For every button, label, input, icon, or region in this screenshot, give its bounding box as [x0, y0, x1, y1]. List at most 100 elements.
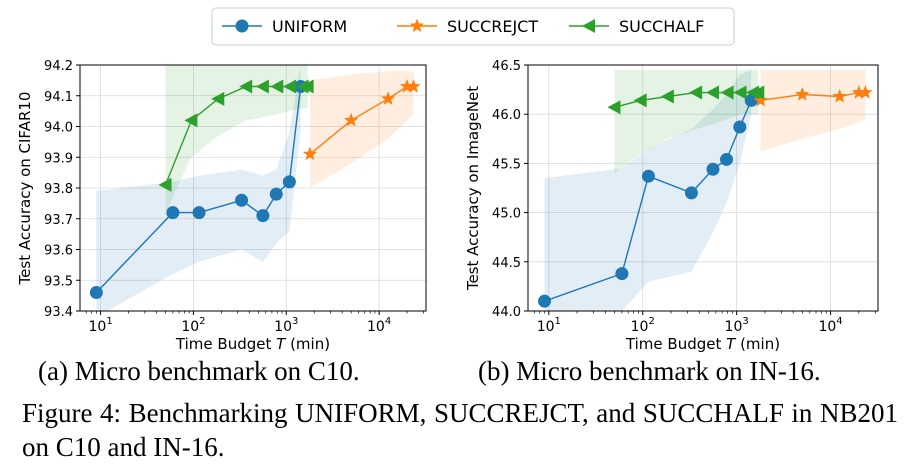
x-tick-base: 10	[537, 319, 555, 335]
x-tick-label: 101	[537, 316, 561, 335]
x-tick-exponent: 1	[555, 316, 561, 327]
subcaption-b: (b) Micro benchmark on IN-16.	[478, 356, 821, 386]
legend-entry-succrejct: SUCCREJCT	[397, 17, 538, 36]
y-tick-label: 94.0	[44, 121, 73, 136]
legend-label-succrejct: SUCCREJCT	[447, 17, 538, 36]
data-point-uniform	[269, 187, 283, 201]
y-tick-label: 93.8	[44, 182, 73, 197]
y-axis-label: Test Accuracy on ImageNet	[464, 86, 482, 291]
y-tick-label: 44.0	[492, 305, 521, 320]
y-tick-label: 46.0	[492, 108, 521, 123]
x-tick-label: 102	[181, 316, 205, 335]
x-tick-exponent: 2	[648, 316, 654, 327]
data-point-succhalf	[270, 79, 284, 94]
data-point-succrejct	[302, 146, 318, 161]
confidence-band-uniform	[96, 65, 301, 311]
data-point-succrejct	[753, 92, 768, 107]
y-tick-label: 45.0	[492, 207, 521, 222]
y-tick-label: 46.5	[492, 59, 521, 74]
subcaption-a: (a) Micro benchmark on C10.	[38, 356, 360, 386]
x-tick-base: 10	[181, 319, 199, 335]
legend-label-succhalf: SUCCHALF	[619, 17, 704, 36]
y-tick-label: 45.5	[492, 157, 521, 172]
markers-succhalf	[158, 79, 314, 192]
x-axis-label-part: (min)	[285, 335, 330, 353]
data-point-uniform	[166, 206, 180, 220]
legend-marker-succrejct	[409, 18, 425, 33]
y-tick-label: 94.2	[44, 59, 73, 74]
x-tick-base: 10	[274, 319, 292, 335]
data-point-succrejct	[851, 85, 866, 99]
y-tick-label: 93.4	[44, 305, 73, 320]
data-point-succhalf	[211, 91, 225, 106]
x-axis-label-part: Time Budget	[175, 335, 276, 353]
data-point-succhalf	[607, 100, 621, 115]
x-tick-exponent: 2	[199, 316, 205, 327]
data-point-uniform	[641, 169, 655, 183]
figure-caption: Figure 4: Benchmarking UNIFORM, SUCCREJC…	[22, 398, 898, 462]
data-point-succhalf	[706, 85, 720, 100]
x-axis-label-part: (min)	[735, 335, 780, 353]
x-tick-base: 10	[88, 319, 106, 335]
data-point-succhalf	[660, 89, 674, 104]
x-tick-label: 103	[725, 316, 749, 335]
data-point-uniform	[733, 120, 747, 134]
markers-succrejct	[302, 79, 421, 161]
data-point-succrejct	[380, 91, 396, 105]
y-tick-label: 93.5	[44, 274, 73, 289]
data-point-succhalf	[255, 79, 269, 94]
legend: UNIFORM SUCCREJCT SUCCHALF	[211, 7, 735, 46]
data-point-succrejct	[344, 112, 359, 127]
x-axis-label-variable: T	[726, 335, 737, 353]
markers-succhalf	[607, 85, 765, 115]
plot-area	[544, 69, 866, 311]
data-point-succhalf	[158, 177, 172, 192]
data-point-uniform	[706, 162, 720, 176]
data-point-uniform	[256, 209, 270, 223]
x-tick-label: 101	[88, 316, 112, 335]
x-tick-label: 102	[631, 316, 655, 335]
data-point-succhalf	[184, 113, 198, 128]
x-tick-label: 104	[367, 316, 391, 335]
y-tick-label: 93.9	[44, 151, 73, 166]
data-point-succrejct	[858, 85, 873, 99]
x-axis-label-part: Time Budget	[625, 335, 726, 353]
legend-entry-succhalf: SUCCHALF	[569, 17, 704, 36]
data-point-succhalf	[300, 79, 314, 94]
data-point-uniform	[720, 152, 734, 166]
x-tick-base: 10	[725, 319, 743, 335]
data-point-succrejct	[795, 87, 810, 101]
x-tick-exponent: 4	[836, 316, 842, 327]
legend-label-uniform: UNIFORM	[272, 17, 347, 36]
y-tick-label: 93.6	[44, 244, 73, 259]
data-point-succhalf	[283, 79, 297, 94]
legend-box	[211, 7, 735, 46]
axes-frame	[527, 64, 879, 312]
confidence-band-succhalf	[614, 69, 759, 174]
x-tick-exponent: 3	[742, 316, 748, 327]
data-point-uniform	[89, 286, 103, 300]
y-axis-label: Test Accuracy on CIFAR10	[16, 92, 34, 286]
series-succrejct	[760, 69, 866, 152]
markers-succrejct	[753, 85, 873, 107]
x-tick-exponent: 1	[106, 316, 112, 327]
figure-canvas: UNIFORM SUCCREJCT SUCCHALF 93.4 93.5 93.6 93.…	[16, 7, 879, 353]
plot-area	[95, 65, 414, 311]
markers-uniform	[538, 93, 758, 308]
confidence-band-uniform	[544, 69, 752, 311]
x-tick-label: 104	[818, 316, 842, 335]
data-point-succhalf	[633, 93, 647, 108]
legend-entry-uniform: UNIFORM	[222, 17, 347, 36]
data-point-uniform	[282, 175, 296, 189]
confidence-band-succhalf	[165, 65, 308, 213]
data-point-uniform	[192, 206, 206, 220]
data-point-succhalf	[720, 85, 734, 100]
confidence-band-succrejct	[760, 69, 866, 152]
data-point-succhalf	[689, 85, 703, 100]
series-succrejct	[309, 71, 414, 188]
data-point-uniform	[615, 267, 629, 281]
legend-items: UNIFORM SUCCREJCT SUCCHALF	[222, 17, 704, 36]
data-point-succrejct	[832, 88, 847, 103]
x-tick-exponent: 4	[385, 316, 391, 327]
